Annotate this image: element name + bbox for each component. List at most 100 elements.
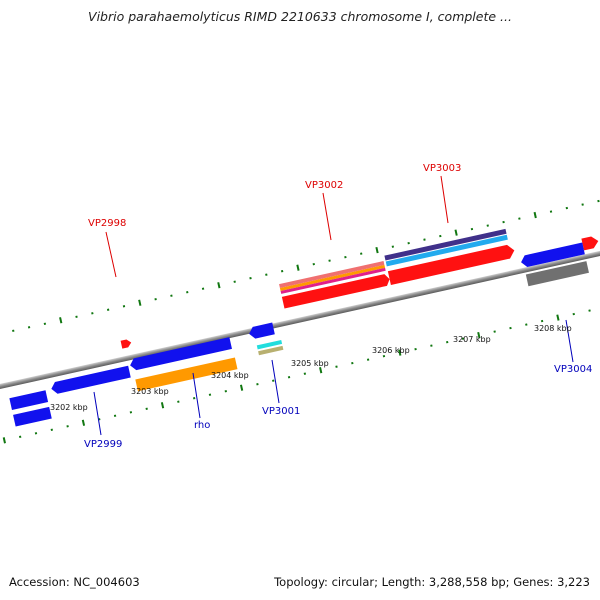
leader-vp3001 (271, 359, 280, 404)
kbp-label: 3205 kbp (291, 359, 329, 368)
tick-mark (344, 255, 347, 259)
tick-mark (75, 315, 78, 318)
tick-mark (287, 376, 291, 379)
gene-rho[interactable] (135, 357, 238, 392)
tick-mark (312, 262, 315, 266)
tick-rows (2, 199, 600, 444)
tick-mark (12, 329, 15, 332)
kbp-label: 3207 kbp (453, 335, 491, 344)
tick-mark (272, 379, 275, 382)
gene-vp3003[interactable] (387, 244, 516, 285)
tick-mark (27, 326, 31, 329)
label-rho[interactable]: rho (194, 420, 210, 431)
gene-left-edge-1[interactable] (9, 390, 49, 410)
gene-vp2998[interactable] (120, 339, 132, 349)
leader-vp3002 (322, 192, 332, 241)
tick-mark (518, 217, 521, 220)
chromosome-backbone (0, 230, 600, 409)
gene-vp3001-olive[interactable] (258, 345, 284, 356)
label-vp2999[interactable]: VP2999 (84, 439, 122, 450)
tick-mark (597, 199, 600, 203)
tick-mark (556, 314, 560, 321)
tick-mark (177, 400, 180, 403)
gene-vp3004[interactable] (525, 261, 589, 287)
tick-mark (525, 323, 528, 326)
leader-vp2998 (105, 231, 117, 278)
tick-mark (256, 383, 259, 386)
gene-vp2999[interactable] (50, 365, 131, 395)
gene-rho-blue[interactable] (129, 337, 232, 371)
tick-mark (18, 435, 22, 439)
tick-mark (2, 437, 6, 444)
label-vp3002[interactable]: VP3002 (305, 180, 343, 191)
tick-mark (430, 344, 433, 347)
tick-mark (439, 234, 442, 238)
tick-mark (540, 319, 544, 323)
tick-mark (391, 245, 395, 248)
gene-left-edge-2[interactable] (13, 406, 52, 427)
genome-summary-text: Topology: circular; Length: 3,288,558 bp… (274, 575, 590, 589)
tick-mark (66, 425, 69, 428)
tick-mark (360, 252, 363, 255)
kbp-label: 3208 kbp (534, 324, 572, 333)
tick-mark (319, 367, 323, 374)
leader-vp3003 (440, 175, 449, 224)
gene-vp3003-purple[interactable] (384, 228, 507, 261)
tick-mark (366, 358, 370, 361)
gene-vp3002[interactable] (281, 273, 391, 309)
tick-mark (265, 273, 268, 276)
gene-vp3001-blue[interactable] (248, 322, 275, 340)
tick-mark (382, 354, 386, 358)
tick-mark (106, 308, 110, 311)
tick-mark (502, 220, 505, 224)
tick-mark (493, 330, 496, 333)
tick-mark (549, 210, 553, 213)
tick-mark (208, 393, 212, 396)
label-leaders (93, 175, 574, 436)
tick-mark (233, 280, 236, 283)
kbp-label: 3204 kbp (211, 371, 249, 380)
tick-mark (122, 305, 126, 308)
label-vp3001[interactable]: VP3001 (262, 406, 300, 417)
tick-mark (201, 287, 205, 290)
tick-mark (192, 397, 196, 400)
tick-mark (461, 337, 465, 340)
leader-rho (192, 372, 201, 419)
leader-vp3004 (565, 319, 574, 363)
label-vp2998[interactable]: VP2998 (88, 218, 126, 229)
tick-mark (296, 264, 300, 271)
tick-mark (145, 407, 148, 410)
tick-mark (154, 298, 157, 301)
tick-mark (34, 432, 38, 435)
tick-mark (138, 299, 142, 306)
label-vp3003[interactable]: VP3003 (423, 163, 461, 174)
tick-mark (581, 203, 584, 206)
gene-vp3002-orange[interactable] (279, 264, 386, 291)
gene-vp3004-blue[interactable] (520, 242, 585, 269)
tick-mark (375, 246, 379, 254)
tick-mark (565, 206, 569, 210)
tick-mark (470, 227, 474, 231)
kbp-label: 3203 kbp (131, 387, 169, 396)
tick-mark (486, 224, 489, 227)
tick-mark (113, 414, 117, 417)
gene-vp3002-magenta[interactable] (280, 267, 386, 294)
tick-mark (588, 309, 591, 312)
label-vp3004[interactable]: VP3004 (554, 364, 592, 375)
tick-mark (446, 340, 449, 344)
tick-mark (335, 365, 338, 368)
gene-vp3003-cyan[interactable] (385, 234, 508, 267)
reverse-genes (9, 242, 589, 427)
tick-mark (351, 361, 354, 365)
tick-mark (224, 390, 227, 393)
tick-mark (303, 372, 307, 375)
tick-mark (454, 229, 458, 236)
gene-right-edge[interactable] (581, 235, 599, 251)
gene-vp3002-pink[interactable] (279, 260, 385, 289)
tick-mark (91, 312, 94, 315)
gene-vp3001-cyan[interactable] (256, 340, 283, 350)
tick-mark (186, 291, 189, 294)
tick-mark (533, 211, 537, 219)
leader-vp2999 (93, 391, 102, 436)
